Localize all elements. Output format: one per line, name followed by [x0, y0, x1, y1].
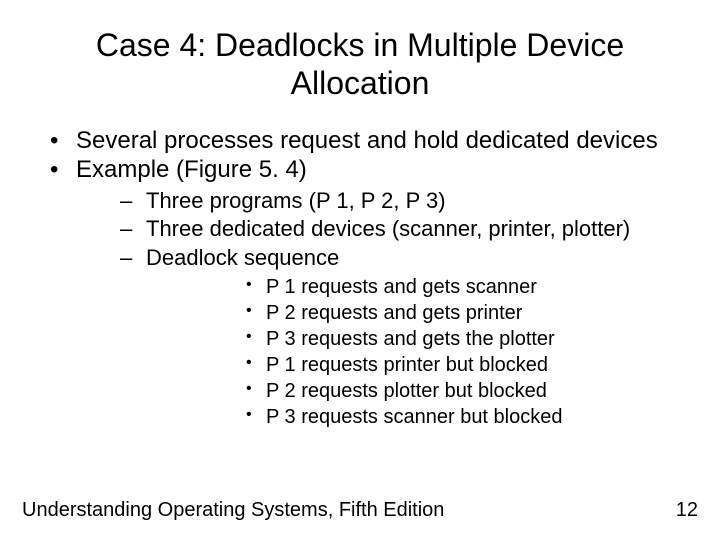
footer-left: Understanding Operating Systems, Fifth E… [22, 499, 444, 522]
bullet-list-level1: Several processes request and hold dedic… [40, 127, 680, 429]
bullet-item: Several processes request and hold dedic… [40, 127, 680, 155]
page-number: 12 [676, 499, 698, 522]
bullet-item: P 1 requests and gets scanner [146, 275, 680, 299]
bullet-item: P 2 requests and gets printer [146, 301, 680, 325]
bullet-item: Deadlock sequence P 1 requests and gets … [76, 245, 680, 429]
bullet-text: Example (Figure 5. 4) [76, 156, 307, 183]
bullet-item: P 1 requests printer but blocked [146, 353, 680, 377]
bullet-item: Example (Figure 5. 4) Three programs (P … [40, 156, 680, 429]
bullet-item: P 3 requests scanner but blocked [146, 405, 680, 429]
bullet-text: Deadlock sequence [146, 245, 339, 270]
footer: Understanding Operating Systems, Fifth E… [22, 499, 698, 522]
bullet-item: Three programs (P 1, P 2, P 3) [76, 188, 680, 214]
bullet-list-level3: P 1 requests and gets scanner P 2 reques… [146, 275, 680, 429]
slide: Case 4: Deadlocks in Multiple Device All… [0, 0, 720, 540]
bullet-item: Three dedicated devices (scanner, printe… [76, 216, 680, 242]
bullet-item: P 3 requests and gets the plotter [146, 327, 680, 351]
slide-title: Case 4: Deadlocks in Multiple Device All… [40, 26, 680, 103]
bullet-list-level2: Three programs (P 1, P 2, P 3) Three ded… [76, 188, 680, 429]
bullet-item: P 2 requests plotter but blocked [146, 379, 680, 403]
